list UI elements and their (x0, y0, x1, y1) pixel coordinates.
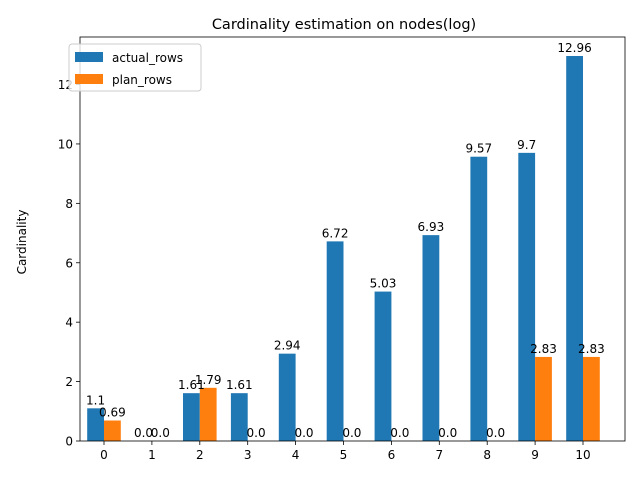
bar-plan_rows-9 (535, 356, 552, 441)
x-tick-label-7: 7 (435, 448, 443, 462)
x-tick-label-0: 0 (100, 448, 108, 462)
data-label-plan_rows-9: 2.83 (530, 342, 557, 356)
bar-actual_rows-7 (422, 235, 440, 441)
bar-plan_rows-0 (104, 420, 121, 441)
x-tick-label-10: 10 (575, 448, 590, 462)
bar-plan_rows-2 (199, 387, 217, 441)
y-tick-label-6: 6 (65, 256, 73, 270)
plot-frame (79, 36, 626, 442)
y-tick-label-2: 2 (65, 375, 73, 389)
data-label-actual_rows-7: 6.93 (418, 220, 445, 234)
x-tick-label-1: 1 (148, 448, 156, 462)
x-tick-label-5: 5 (340, 448, 348, 462)
chart-title: Cardinality estimation on nodes(log) (212, 17, 476, 33)
data-label-plan_rows-3: 0.0 (247, 426, 266, 440)
legend-label-plan_rows: plan_rows (112, 73, 172, 87)
data-label-plan_rows-10: 2.83 (578, 342, 605, 356)
legend-swatch-plan_rows (75, 74, 103, 84)
x-tick-label-9: 9 (531, 448, 539, 462)
data-label-plan_rows-6: 0.0 (390, 426, 409, 440)
x-tick-label-8: 8 (483, 448, 491, 462)
bar-actual_rows-5 (326, 241, 344, 441)
data-label-plan_rows-4: 0.0 (294, 426, 313, 440)
data-label-actual_rows-3: 1.61 (226, 378, 253, 392)
data-label-actual_rows-5: 6.72 (322, 226, 349, 240)
x-tick-label-6: 6 (388, 448, 396, 462)
x-tick-label-2: 2 (196, 448, 204, 462)
bar-actual_rows-8 (470, 156, 488, 441)
y-tick-label-10: 10 (58, 137, 73, 151)
data-label-actual_rows-10: 12.96 (557, 41, 591, 55)
x-tick-label-4: 4 (292, 448, 300, 462)
data-label-plan_rows-7: 0.0 (438, 426, 457, 440)
legend-label-actual_rows: actual_rows (112, 51, 183, 65)
bar-actual_rows-3 (230, 393, 248, 441)
bar-actual_rows-4 (278, 353, 296, 441)
data-label-actual_rows-9: 9.7 (517, 138, 536, 152)
data-label-actual_rows-6: 5.03 (370, 277, 397, 291)
data-label-plan_rows-2: 1.79 (195, 373, 222, 387)
bar-actual_rows-9 (518, 152, 536, 441)
y-tick-label-4: 4 (65, 316, 73, 330)
data-label-actual_rows-8: 9.57 (465, 142, 492, 156)
y-tick-label-0: 0 (65, 435, 73, 449)
data-label-actual_rows-1: 0.0 (134, 426, 153, 440)
data-label-actual_rows-2: 1.61 (178, 378, 205, 392)
data-label-plan_rows-5: 0.0 (342, 426, 361, 440)
y-axis-label: Cardinality (15, 210, 29, 275)
data-label-actual_rows-0: 1.1 (86, 393, 105, 407)
bar-plan_rows-10 (583, 356, 600, 441)
bar-actual_rows-0 (87, 408, 104, 441)
x-tick-label-3: 3 (244, 448, 252, 462)
data-label-plan_rows-0: 0.69 (99, 406, 126, 420)
data-label-plan_rows-8: 0.0 (486, 426, 505, 440)
legend: actual_rows plan_rows (68, 43, 202, 92)
y-tick-label-8: 8 (65, 197, 73, 211)
bar-actual_rows-10 (566, 56, 583, 441)
legend-swatch-actual_rows (75, 52, 103, 62)
data-label-plan_rows-1: 0.0 (151, 426, 170, 440)
bar-actual_rows-2 (183, 393, 200, 441)
bar-actual_rows-6 (374, 291, 392, 441)
data-label-actual_rows-4: 2.94 (274, 339, 301, 353)
